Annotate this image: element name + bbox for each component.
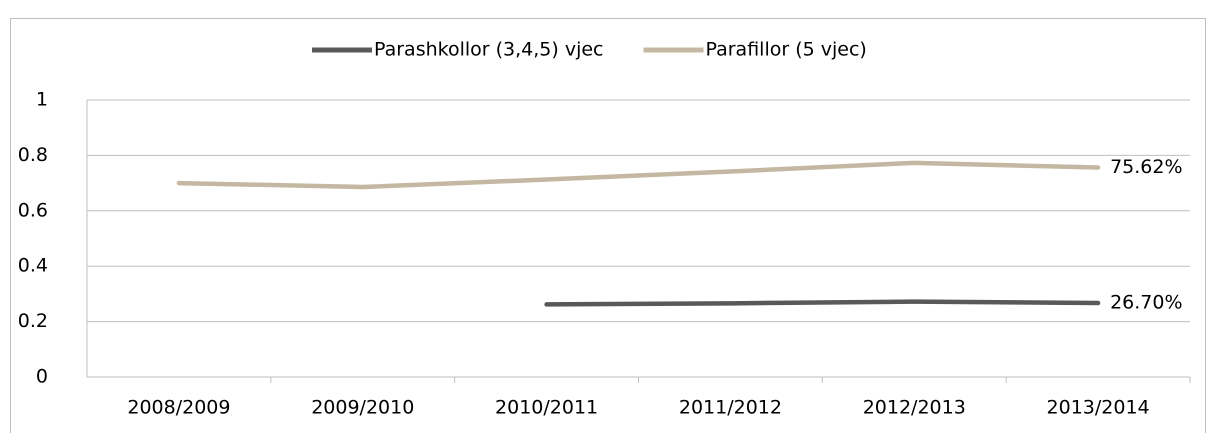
y-tick-label: 1 [36,89,48,111]
chart-frame [10,18,1206,437]
x-tick-label: 2008/2009 [127,397,230,419]
x-tick-label: 2009/2010 [311,397,414,419]
legend-label: Parashkollor (3,4,5) vjec [374,39,604,61]
y-tick-label: 0 [36,366,48,388]
y-tick-label: 0.8 [18,144,48,166]
legend-label: Parafillor (5 vjec) [706,39,867,61]
line-series [176,160,1101,190]
y-tick-label: 0.6 [18,199,48,221]
data-label: 26.70% [1110,292,1182,314]
x-tick-label: 2013/2014 [1047,397,1150,419]
y-tick-label: 0.4 [18,255,48,277]
x-tick-label: 2010/2011 [495,397,598,419]
data-label: 75.62% [1110,156,1182,178]
x-tick-label: 2011/2012 [679,397,782,419]
x-tick-label: 2012/2013 [863,397,966,419]
y-tick-label: 0.2 [18,310,48,332]
line-series [544,299,1101,307]
